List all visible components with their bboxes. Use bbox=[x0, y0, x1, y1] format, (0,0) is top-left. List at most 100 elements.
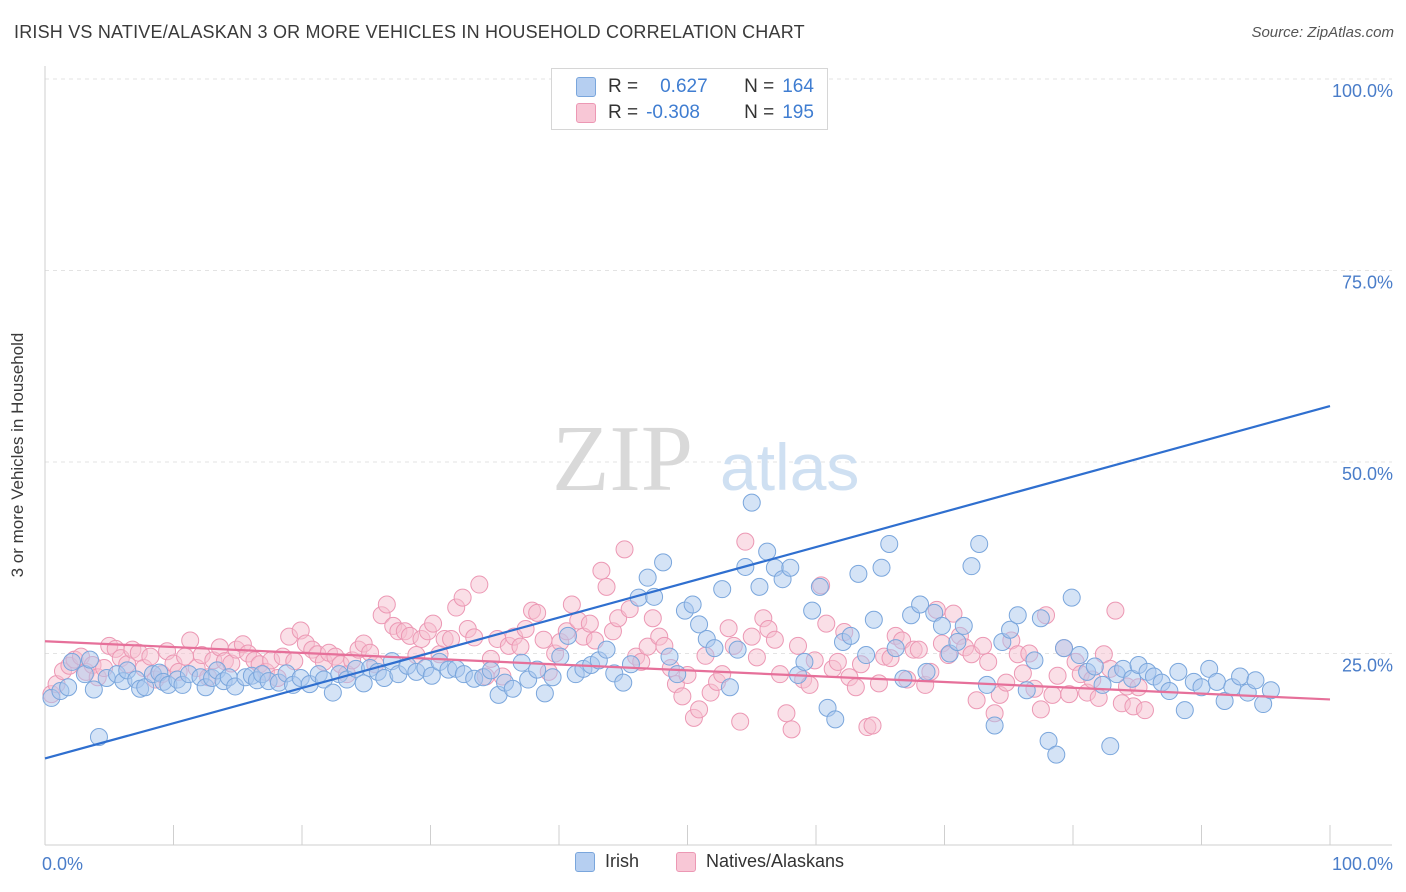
point-natives-117 bbox=[719, 619, 738, 638]
point-irish-161 bbox=[1246, 671, 1265, 690]
point-natives-96 bbox=[597, 577, 616, 596]
point-natives-71 bbox=[453, 588, 472, 607]
point-irish-104 bbox=[810, 577, 829, 596]
point-irish-97 bbox=[758, 542, 777, 561]
legend-item-irish[interactable]: Irish bbox=[575, 851, 639, 872]
point-irish-163 bbox=[1261, 681, 1280, 700]
point-irish-157 bbox=[1215, 691, 1234, 710]
point-irish-152 bbox=[1175, 701, 1194, 720]
watermark-atlas: atlas bbox=[720, 430, 859, 504]
point-irish-61 bbox=[481, 661, 500, 680]
point-irish-124 bbox=[962, 557, 981, 576]
legend-r-label-irish: R = bbox=[608, 76, 639, 97]
y-tick-label-75: 75.0% bbox=[1342, 273, 1393, 293]
legend-row-natives: R = -0.308 N = 195 bbox=[576, 100, 814, 126]
point-natives-161 bbox=[974, 636, 993, 655]
tick-labels: 25.0% 50.0% 75.0% 100.0% 0.0% 100.0% bbox=[42, 81, 1393, 874]
point-natives-24 bbox=[181, 631, 200, 650]
axes bbox=[44, 66, 1392, 846]
legend-n-label-natives: N = bbox=[744, 102, 775, 123]
y-tick-label-100: 100.0% bbox=[1332, 81, 1393, 101]
legend-n-value-natives: 195 bbox=[782, 102, 814, 123]
point-irish-7 bbox=[89, 727, 108, 746]
point-irish-96 bbox=[750, 577, 769, 596]
y-tick-label-50: 50.0% bbox=[1342, 464, 1393, 484]
point-natives-134 bbox=[817, 614, 836, 633]
point-irish-100 bbox=[781, 558, 800, 577]
point-irish-88 bbox=[690, 615, 709, 634]
point-irish-135 bbox=[1047, 745, 1066, 764]
point-irish-91 bbox=[713, 580, 732, 599]
point-irish-81 bbox=[638, 568, 657, 587]
watermark-zip: ZIP bbox=[552, 407, 693, 511]
point-irish-64 bbox=[503, 679, 522, 698]
point-natives-74 bbox=[470, 575, 489, 594]
point-irish-131 bbox=[1017, 681, 1036, 700]
point-natives-189 bbox=[1135, 701, 1154, 720]
point-irish-130 bbox=[1008, 606, 1027, 625]
source-note: Source: ZipAtlas.com bbox=[1251, 24, 1394, 41]
point-natives-90 bbox=[562, 595, 581, 614]
point-irish-83 bbox=[654, 553, 673, 572]
point-irish-84 bbox=[660, 647, 679, 666]
point-natives-150 bbox=[909, 640, 928, 659]
legend-row-irish: R = 0.627 N = 164 bbox=[576, 74, 814, 100]
point-natives-156 bbox=[944, 604, 963, 623]
point-irish-79 bbox=[621, 655, 640, 674]
point-irish-45 bbox=[354, 674, 373, 693]
point-irish-112 bbox=[872, 558, 891, 577]
point-irish-6 bbox=[84, 680, 103, 699]
point-natives-112 bbox=[690, 700, 709, 719]
point-irish-113 bbox=[880, 534, 899, 553]
point-irish-2 bbox=[59, 678, 78, 697]
legend-swatch-natives bbox=[576, 103, 596, 123]
point-irish-110 bbox=[857, 646, 876, 665]
point-natives-128 bbox=[782, 720, 801, 739]
point-irish-136 bbox=[1055, 639, 1074, 658]
legend-r-value-irish: 0.627 bbox=[660, 76, 708, 97]
point-irish-103 bbox=[803, 601, 822, 620]
point-irish-117 bbox=[911, 595, 930, 614]
point-irish-159 bbox=[1231, 667, 1250, 686]
point-natives-173 bbox=[1043, 685, 1062, 704]
point-irish-5 bbox=[80, 650, 99, 669]
legend-r-label-natives: R = bbox=[608, 102, 639, 123]
point-irish-137 bbox=[1062, 588, 1081, 607]
point-irish-95 bbox=[742, 493, 761, 512]
legend-item-natives[interactable]: Natives/Alaskans bbox=[676, 851, 844, 872]
point-irish-120 bbox=[932, 616, 951, 635]
series-legend: Irish Natives/Alaskans bbox=[0, 851, 1406, 877]
point-irish-118 bbox=[917, 662, 936, 681]
stats-legend: R = 0.627 N = 164 R = -0.308 N = 195 bbox=[551, 68, 828, 130]
point-natives-122 bbox=[747, 648, 766, 667]
trend-line-natives bbox=[44, 640, 1331, 701]
point-natives-81 bbox=[511, 637, 530, 656]
watermark: ZIP atlas bbox=[552, 407, 859, 511]
point-natives-143 bbox=[869, 674, 888, 693]
trend-lines bbox=[44, 405, 1331, 760]
legend-r-value-natives: -0.308 bbox=[646, 102, 700, 123]
point-natives-165 bbox=[997, 673, 1016, 692]
point-irish-70 bbox=[551, 647, 570, 666]
point-irish-138 bbox=[1070, 646, 1089, 665]
point-natives-58 bbox=[377, 595, 396, 614]
point-irish-76 bbox=[597, 640, 616, 659]
point-natives-109 bbox=[673, 687, 692, 706]
point-natives-66 bbox=[424, 614, 443, 633]
point-irish-85 bbox=[668, 665, 687, 684]
point-irish-127 bbox=[985, 716, 1004, 735]
legend-n-value-irish: 164 bbox=[782, 76, 814, 97]
point-irish-125 bbox=[970, 534, 989, 553]
point-irish-133 bbox=[1031, 609, 1050, 628]
point-natives-93 bbox=[580, 614, 599, 633]
point-irish-69 bbox=[543, 668, 562, 687]
point-irish-151 bbox=[1169, 662, 1188, 681]
series-irish-points bbox=[42, 493, 1280, 764]
point-irish-102 bbox=[795, 652, 814, 671]
point-natives-171 bbox=[1031, 700, 1050, 719]
legend-label-natives: Natives/Alaskans bbox=[706, 851, 845, 871]
point-irish-122 bbox=[948, 633, 967, 652]
point-irish-156 bbox=[1207, 672, 1226, 691]
gridlines bbox=[45, 78, 1392, 654]
point-natives-168 bbox=[1013, 664, 1032, 683]
